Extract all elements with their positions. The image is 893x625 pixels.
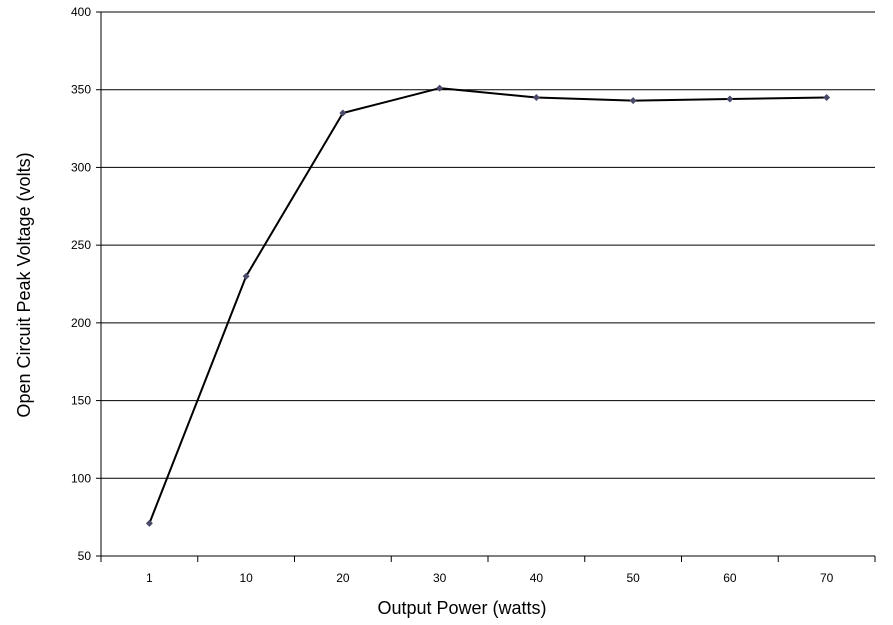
series-line xyxy=(148,87,827,524)
data-point xyxy=(823,93,831,101)
y-tick-label: 50 xyxy=(78,549,92,563)
axes xyxy=(96,11,876,562)
x-tick-label: 70 xyxy=(820,571,834,585)
x-tick-label: 40 xyxy=(530,571,544,585)
y-tick-label: 300 xyxy=(71,160,91,174)
y-tick-label: 150 xyxy=(71,394,91,408)
gridlines xyxy=(101,11,875,479)
y-axis-title: Open Circuit Peak Voltage (volts) xyxy=(14,152,34,417)
data-point xyxy=(242,272,250,280)
x-axis-title: Output Power (watts) xyxy=(377,598,546,618)
data-point xyxy=(145,519,153,527)
x-tick-label: 60 xyxy=(723,571,737,585)
data-point xyxy=(339,109,347,117)
y-tick-label: 250 xyxy=(71,238,91,252)
y-tick-label: 350 xyxy=(71,83,91,97)
x-tick-label: 1 xyxy=(146,571,153,585)
y-tick-label: 100 xyxy=(71,471,91,485)
x-tick-label: 30 xyxy=(433,571,447,585)
data-point xyxy=(532,93,540,101)
series-line xyxy=(148,87,827,524)
x-tick-label: 10 xyxy=(239,571,253,585)
y-tick-label: 200 xyxy=(71,316,91,330)
x-tick-label: 20 xyxy=(336,571,350,585)
data-points xyxy=(145,84,831,527)
data-point xyxy=(436,84,444,92)
x-tick-labels: 1 10 20 30 40 50 60 70 xyxy=(146,571,834,585)
y-tick-label: 400 xyxy=(71,5,91,19)
data-point xyxy=(726,95,734,103)
y-tick-labels: 50 100 150 200 250 300 350 400 xyxy=(71,5,91,563)
data-point xyxy=(629,97,637,105)
x-tick-label: 50 xyxy=(626,571,640,585)
